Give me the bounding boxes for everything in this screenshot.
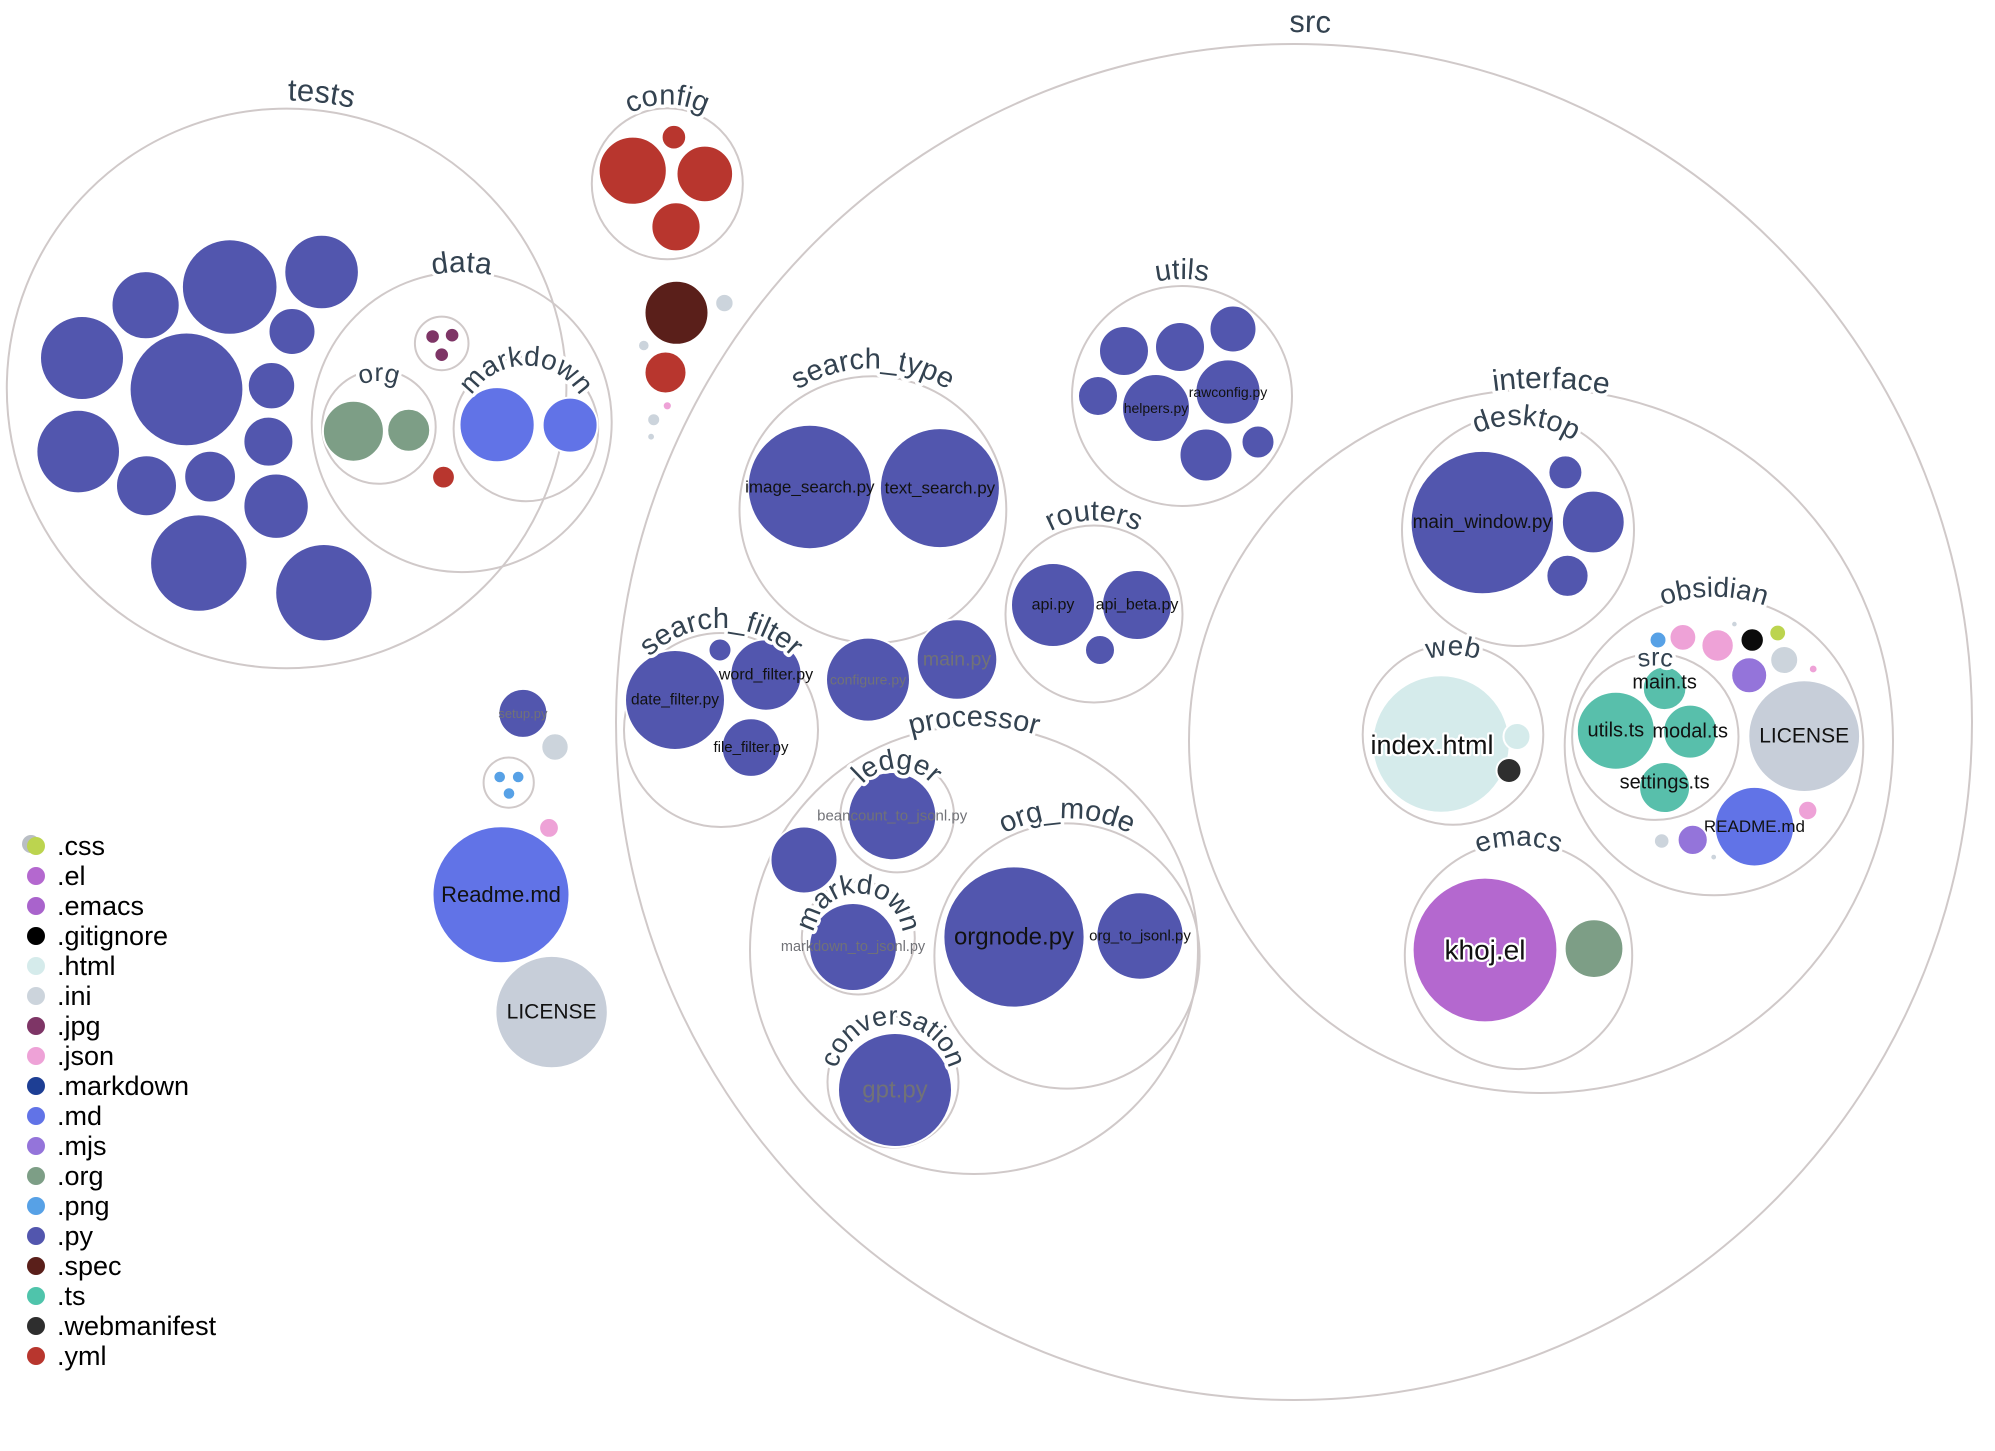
svg-text:main.ts: main.ts (1632, 671, 1696, 693)
svg-text:modal.ts: modal.ts (1652, 721, 1728, 743)
svg-text:emacs: emacs (1471, 820, 1567, 859)
svg-text:data: data (429, 246, 495, 282)
svg-text:main.py: main.py (923, 649, 992, 671)
svg-text:interface: interface (1490, 362, 1612, 401)
svg-text:org_to_jsonl.py: org_to_jsonl.py (1089, 928, 1191, 945)
svg-text:file_filter.py: file_filter.py (713, 739, 789, 756)
svg-text:utils.ts: utils.ts (1587, 720, 1644, 742)
svg-text:routers: routers (1040, 495, 1147, 537)
svg-text:.html: .html (57, 951, 116, 981)
svg-text:LICENSE: LICENSE (1759, 725, 1849, 748)
svg-text:.css: .css (57, 831, 105, 861)
svg-text:README.md: README.md (1704, 817, 1805, 836)
svg-text:.spec: .spec (57, 1251, 122, 1281)
svg-text:org: org (354, 357, 403, 390)
svg-text:.jpg: .jpg (57, 1011, 101, 1041)
svg-text:word_filter.py: word_filter.py (718, 667, 813, 684)
svg-text:utils: utils (1153, 254, 1212, 289)
svg-text:index.html: index.html (1370, 730, 1493, 760)
svg-text:orgnode.py: orgnode.py (954, 924, 1074, 951)
svg-text:beancount_to_jsonl.py: beancount_to_jsonl.py (817, 808, 968, 825)
svg-text:web: web (1422, 630, 1484, 665)
svg-text:gpt.py: gpt.py (862, 1077, 927, 1104)
svg-text:rawconfig.py: rawconfig.py (1189, 384, 1268, 400)
svg-text:desktop: desktop (1468, 400, 1585, 447)
svg-text:processor: processor (905, 701, 1044, 742)
svg-text:.ini: .ini (57, 981, 92, 1011)
svg-text:.gitignore: .gitignore (57, 921, 168, 951)
svg-text:.png: .png (57, 1191, 110, 1221)
svg-text:src: src (1636, 643, 1675, 673)
svg-text:search_type: search_type (786, 343, 960, 395)
svg-text:.markdown: .markdown (57, 1071, 189, 1101)
svg-text:.webmanifest: .webmanifest (57, 1311, 217, 1341)
svg-text:markdown: markdown (452, 340, 599, 399)
svg-text:main_window.py: main_window.py (1413, 512, 1553, 533)
svg-text:org_mode: org_mode (994, 793, 1140, 840)
svg-text:api.py: api.py (1032, 597, 1075, 614)
svg-text:.mjs: .mjs (57, 1131, 107, 1161)
svg-text:khoj.el: khoj.el (1445, 935, 1526, 966)
svg-text:obsidian: obsidian (1656, 572, 1773, 612)
svg-text:.org: .org (57, 1161, 104, 1191)
svg-text:.el: .el (57, 861, 86, 891)
svg-text:settings.ts: settings.ts (1620, 772, 1710, 794)
svg-text:date_filter.py: date_filter.py (631, 692, 719, 709)
svg-text:.ts: .ts (57, 1281, 86, 1311)
svg-text:configure.py: configure.py (830, 672, 906, 688)
svg-text:text_search.py: text_search.py (885, 479, 996, 498)
svg-text:image_search.py: image_search.py (745, 478, 875, 497)
svg-text:helpers.py: helpers.py (1124, 400, 1189, 416)
svg-text:.yml: .yml (57, 1341, 107, 1371)
svg-text:setup.py: setup.py (498, 706, 548, 721)
svg-text:src: src (1289, 4, 1332, 40)
svg-text:Readme.md: Readme.md (441, 882, 561, 907)
svg-text:.md: .md (57, 1101, 102, 1131)
svg-text:LICENSE: LICENSE (507, 1001, 597, 1024)
svg-text:markdown_to_jsonl.py: markdown_to_jsonl.py (781, 939, 926, 955)
svg-text:api_beta.py: api_beta.py (1096, 597, 1179, 614)
svg-text:.py: .py (57, 1221, 94, 1251)
svg-text:.emacs: .emacs (57, 891, 144, 921)
svg-text:config: config (620, 79, 714, 119)
svg-text:.json: .json (57, 1041, 114, 1071)
